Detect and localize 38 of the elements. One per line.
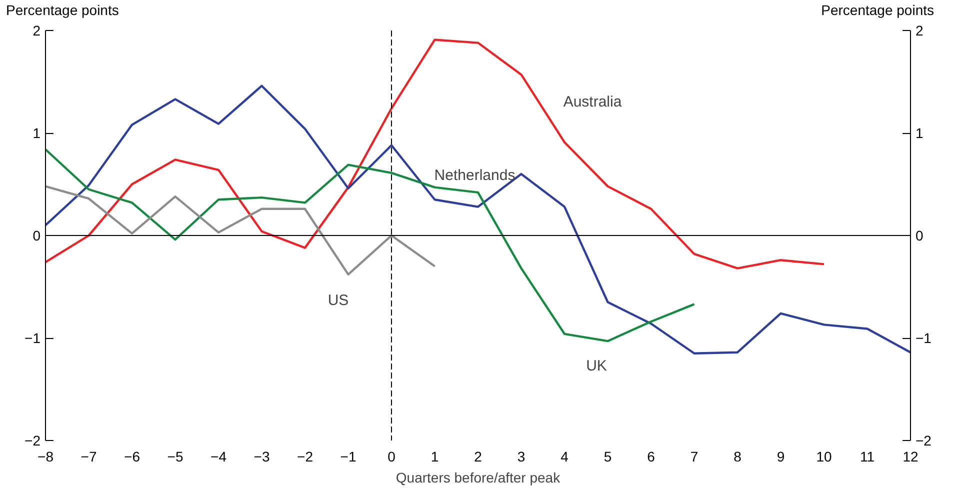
x-tick-label: 0 <box>388 448 396 464</box>
x-tick-label: −2 <box>297 448 314 464</box>
x-tick-label: 4 <box>560 448 569 464</box>
x-tick-label: 11 <box>860 448 875 464</box>
x-tick-label: −6 <box>124 448 140 464</box>
x-tick-label: −1 <box>340 448 356 464</box>
x-tick-label: 3 <box>517 448 526 464</box>
y-tick-label: −2 <box>24 432 41 448</box>
y2-tick-label: −1 <box>916 330 932 346</box>
series-label: UK <box>586 357 607 374</box>
x-tick-label: −8 <box>38 448 54 464</box>
y2-tick-label: 2 <box>916 22 924 38</box>
x-axis-title: Quarters before/after peak <box>396 470 562 486</box>
x-tick-label: 10 <box>816 448 832 464</box>
y-tick-label: 2 <box>32 22 41 38</box>
y2-tick-label: −2 <box>916 432 932 448</box>
x-tick-label: 5 <box>604 448 612 464</box>
series-label: Netherlands <box>434 167 516 184</box>
x-tick-label: 9 <box>776 448 785 464</box>
x-tick-label: 2 <box>474 448 482 464</box>
series-label: US <box>328 292 349 309</box>
y-tick-label: 1 <box>32 125 41 141</box>
x-tick-label: 12 <box>902 448 918 464</box>
y2-axis-title: Percentage points <box>821 1 934 20</box>
y2-tick-label: 1 <box>916 125 924 141</box>
x-tick-label: 1 <box>430 448 439 464</box>
x-tick-label: −4 <box>210 448 227 464</box>
y-tick-label: −1 <box>24 330 41 346</box>
x-tick-label: 6 <box>647 448 656 464</box>
y2-tick-label: 0 <box>916 228 924 244</box>
x-tick-label: −7 <box>80 448 97 464</box>
y-tick-label: 0 <box>32 228 41 244</box>
x-tick-label: 8 <box>734 448 742 464</box>
series-label: Australia <box>563 94 622 111</box>
x-tick-label: 7 <box>690 448 698 464</box>
y-axis-title: Percentage points <box>6 1 119 20</box>
x-tick-label: −3 <box>254 448 270 464</box>
x-tick-label: −5 <box>167 448 184 464</box>
